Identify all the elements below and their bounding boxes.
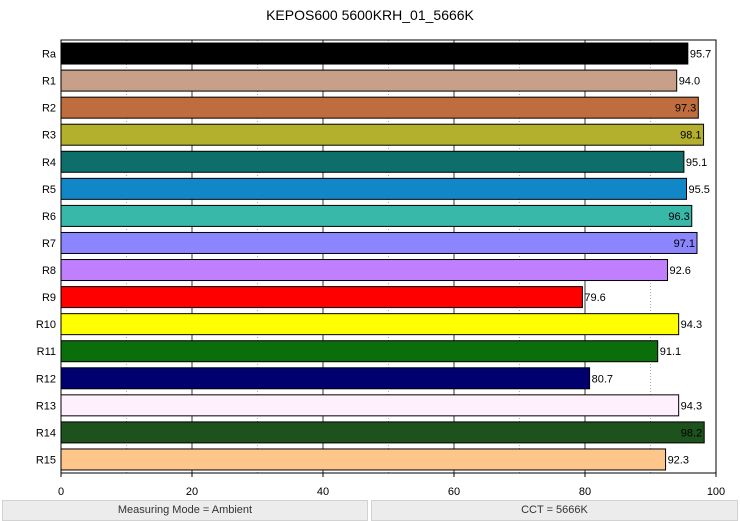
- category-label-r2: R2: [42, 103, 56, 115]
- value-label-r4: 95.1: [686, 157, 707, 169]
- category-label-r3: R3: [42, 130, 56, 142]
- cct-label: CCT = 5666K: [371, 500, 738, 521]
- value-label-r6: 96.3: [668, 211, 689, 223]
- bar-r5: [60, 177, 688, 200]
- x-tick-label: 20: [186, 486, 198, 498]
- x-tick-label: 40: [317, 486, 329, 498]
- value-label-r1: 94.0: [679, 76, 700, 88]
- bar-r12: [60, 367, 591, 390]
- measuring-mode-label: Measuring Mode = Ambient: [2, 500, 368, 521]
- category-label-r7: R7: [42, 238, 56, 250]
- category-label-r8: R8: [42, 265, 56, 277]
- x-tick-label: 0: [58, 486, 64, 498]
- value-label-r8: 92.6: [670, 265, 691, 277]
- bar-r1: [60, 69, 678, 92]
- x-tick-label: 80: [579, 486, 591, 498]
- bar-r14: [60, 421, 705, 444]
- axes: Ra 95.7 R1 94.0 R2 97.3 R3 98.1 R4 95.1 R5 95.5 R6 96…: [36, 39, 725, 498]
- chart-title: KEPOS600 5600KRH_01_5666K: [266, 7, 474, 23]
- category-label-ra: Ra: [42, 49, 57, 61]
- value-label-r13: 94.3: [681, 400, 702, 412]
- category-label-r12: R12: [36, 373, 56, 385]
- bar-chart: KEPOS600 5600KRH_01_5666K Ra 95.7 R1 94.0 R2…: [36, 7, 725, 498]
- bar-r15: [60, 448, 667, 471]
- bar-r10: [60, 313, 680, 336]
- value-label-r3: 98.1: [680, 130, 701, 142]
- category-label-r1: R1: [42, 76, 56, 88]
- x-tick-label: 100: [707, 486, 725, 498]
- bars: [60, 42, 705, 471]
- bar-r11: [60, 340, 659, 363]
- value-label-r5: 95.5: [689, 184, 710, 196]
- value-label-r7: 97.1: [674, 238, 695, 250]
- status-bar: Measuring Mode = Ambient CCT = 5666K: [0, 500, 740, 521]
- category-label-r5: R5: [42, 184, 56, 196]
- value-label-r11: 91.1: [660, 346, 681, 358]
- bar-r2: [60, 96, 699, 119]
- value-label-ra: 95.7: [690, 49, 711, 61]
- category-label-r11: R11: [37, 346, 56, 358]
- bar-ra: [60, 42, 689, 65]
- category-label-r10: R10: [36, 319, 56, 331]
- category-label-r13: R13: [36, 400, 56, 412]
- value-label-r9: 79.6: [584, 292, 605, 304]
- category-label-r6: R6: [42, 211, 56, 223]
- value-label-r12: 80.7: [592, 373, 613, 385]
- category-label-r15: R15: [36, 454, 56, 466]
- value-label-r10: 94.3: [681, 319, 702, 331]
- bar-r3: [60, 123, 705, 146]
- value-label-r2: 97.3: [675, 103, 696, 115]
- bar-r9: [60, 286, 583, 309]
- bar-r7: [60, 231, 698, 254]
- value-label-r15: 92.3: [668, 454, 689, 466]
- bar-r13: [60, 394, 680, 417]
- bar-r4: [60, 150, 685, 173]
- category-label-r14: R14: [36, 427, 56, 439]
- bar-r6: [60, 204, 693, 227]
- plot-frame: [60, 39, 717, 474]
- category-label-r4: R4: [42, 157, 56, 169]
- bar-r8: [60, 259, 669, 282]
- value-label-r14: 98.2: [681, 427, 702, 439]
- x-tick-label: 60: [448, 486, 460, 498]
- category-label-r9: R9: [42, 292, 56, 304]
